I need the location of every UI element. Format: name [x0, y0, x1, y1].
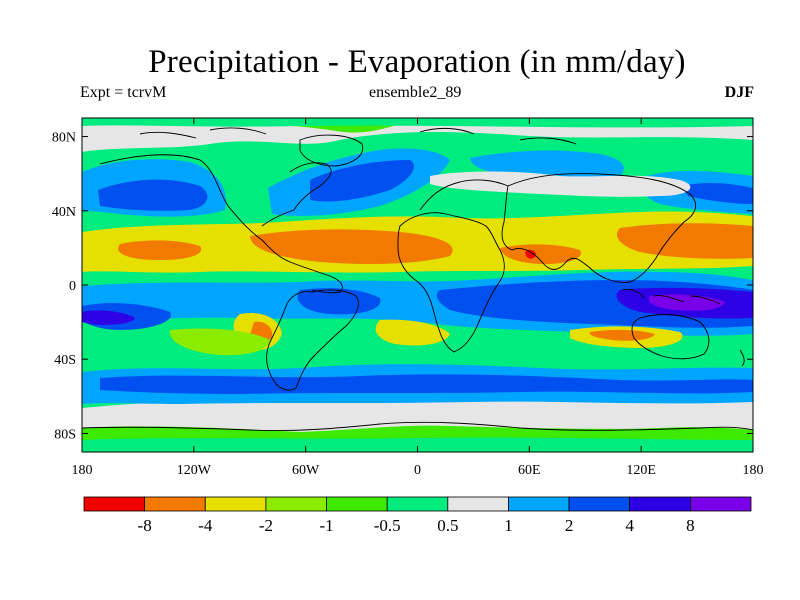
contour-red-spot: [525, 249, 536, 259]
contour-npacific-blue: [98, 179, 208, 211]
colorbar-swatch: [265, 496, 327, 512]
coast-africa-europe: [397, 179, 509, 353]
contour-field: [82, 118, 753, 452]
colorbar-label: -0.5: [374, 516, 401, 535]
contour-arctic-green: [220, 123, 400, 133]
colorbar-label: 8: [686, 516, 695, 535]
contour-asia-grey: [430, 171, 691, 197]
contour-storm-blue: [100, 374, 753, 394]
contour-npac-east-blue: [680, 182, 753, 204]
lat-tick-label: 40N: [52, 205, 76, 220]
longitude-axis: 180 120W 60W 0 60E 120E 180: [72, 118, 764, 478]
colorbar-label: -1: [319, 516, 333, 535]
map-title: Precipitation - Evaporation (in mm/day): [148, 44, 686, 80]
coast-north-america: [99, 154, 343, 294]
colorbar-label: 4: [625, 516, 634, 535]
lon-tick-label: 0: [414, 463, 421, 478]
contour-nsub-orange-4: [500, 244, 581, 264]
lat-tick-label: 40S: [54, 353, 76, 368]
contour-nsub-orange-2: [118, 240, 202, 260]
colorbar-swatch: [629, 496, 691, 512]
colorbar-label: 1: [504, 516, 513, 535]
colorbar-swatch: [689, 496, 752, 512]
lon-tick-label: 120W: [177, 463, 212, 478]
coast-antarctica: [82, 421, 753, 431]
contour-ssub-green: [169, 328, 270, 356]
colorbar: -8 -4 -2 -1 -0.5 0.5 1 2 4 8: [83, 496, 752, 535]
colorbar-label: 0.5: [437, 516, 458, 535]
colorbar-swatch: [144, 496, 206, 512]
coast-maritime: [621, 289, 745, 367]
colorbar-swatch: [447, 496, 509, 512]
experiment-label: Expt = tcrvM: [80, 84, 167, 101]
colorbar-label: -2: [259, 516, 273, 535]
contour-spcz-indigo: [82, 310, 135, 325]
contour-itcz-blue: [297, 288, 381, 315]
colorbar-label: 2: [565, 516, 574, 535]
colorbar-swatch: [83, 496, 146, 512]
colorbar-label: -4: [198, 516, 213, 535]
colorbar-swatch: [326, 496, 388, 512]
coast-south-america: [266, 289, 359, 391]
coastlines: [82, 127, 753, 431]
lon-tick-label: 120E: [626, 463, 656, 478]
coast-arctic-islands: [139, 127, 577, 145]
colorbar-swatch: [386, 496, 449, 512]
contour-natlantic-blue: [310, 160, 414, 202]
colorbar-swatch: [508, 496, 570, 512]
season-label: DJF: [724, 84, 754, 101]
contour-south-mint: [82, 437, 753, 452]
coast-greenland: [299, 134, 364, 167]
contour-nsub-orange-1: [250, 229, 453, 264]
lon-tick-label: 180: [72, 463, 93, 478]
coast-asia: [501, 173, 697, 283]
colorbar-label: -8: [138, 516, 152, 535]
coast-australia: [631, 314, 710, 360]
lon-tick-label: 60E: [518, 463, 541, 478]
lat-tick-label: 80S: [54, 427, 76, 442]
lon-tick-label: 180: [743, 463, 764, 478]
latitude-axis: 80N 40N 0 40S 80S: [52, 131, 753, 442]
lat-tick-label: 0: [69, 279, 76, 294]
lat-tick-label: 80N: [52, 131, 76, 146]
lon-tick-label: 60W: [292, 463, 320, 478]
colorbar-swatch: [204, 496, 267, 512]
contour-nsub-orange-3: [616, 223, 753, 259]
contour-ssub-yellow-2: [375, 319, 450, 346]
colorbar-swatch: [568, 496, 631, 512]
contour-ssub-orange-3: [589, 329, 655, 341]
ensemble-label: ensemble2_89: [369, 84, 462, 101]
